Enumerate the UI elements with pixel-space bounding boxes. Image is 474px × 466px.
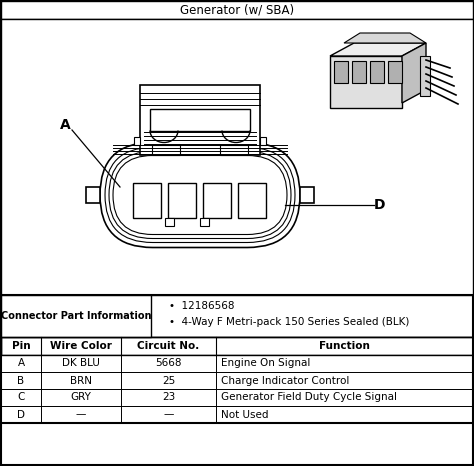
Bar xyxy=(1,295,473,337)
Text: B: B xyxy=(18,376,25,385)
Text: Pin: Pin xyxy=(12,341,30,351)
Text: Generator (w/ SBA): Generator (w/ SBA) xyxy=(180,4,294,16)
Bar xyxy=(330,56,402,108)
FancyBboxPatch shape xyxy=(113,156,287,234)
Text: —: — xyxy=(164,410,173,419)
Text: A: A xyxy=(60,118,70,132)
Text: Function: Function xyxy=(319,341,370,351)
Text: D: D xyxy=(374,198,386,212)
Bar xyxy=(370,61,384,83)
Polygon shape xyxy=(344,33,426,43)
Bar xyxy=(352,61,366,83)
Polygon shape xyxy=(402,43,426,103)
Text: •  12186568: • 12186568 xyxy=(169,301,235,311)
Bar xyxy=(388,61,402,83)
Text: 5668: 5668 xyxy=(155,358,182,369)
Bar xyxy=(200,218,209,226)
Bar xyxy=(420,56,430,96)
Bar xyxy=(1,295,151,337)
Text: Generator Field Duty Cycle Signal: Generator Field Duty Cycle Signal xyxy=(221,392,397,403)
FancyBboxPatch shape xyxy=(100,143,300,247)
Bar xyxy=(165,218,174,226)
Text: GRY: GRY xyxy=(71,392,91,403)
Text: 23: 23 xyxy=(162,392,175,403)
FancyBboxPatch shape xyxy=(105,148,295,242)
Bar xyxy=(1,295,473,423)
Bar xyxy=(334,61,348,83)
Polygon shape xyxy=(330,43,426,56)
Text: DK BLU: DK BLU xyxy=(62,358,100,369)
Text: Circuit No.: Circuit No. xyxy=(137,341,200,351)
Text: Connector Part Information: Connector Part Information xyxy=(1,311,151,321)
Bar xyxy=(1,337,473,355)
Bar xyxy=(203,183,231,218)
Text: A: A xyxy=(18,358,25,369)
Text: BRN: BRN xyxy=(70,376,92,385)
Bar xyxy=(86,187,100,203)
FancyBboxPatch shape xyxy=(109,151,291,239)
Bar xyxy=(1,19,473,295)
Bar xyxy=(150,109,250,130)
Bar xyxy=(1,337,473,355)
Text: 25: 25 xyxy=(162,376,175,385)
Text: D: D xyxy=(17,410,25,419)
Bar xyxy=(1,372,473,389)
Bar xyxy=(1,1,473,19)
Bar xyxy=(134,137,140,144)
Bar xyxy=(134,183,162,218)
Bar xyxy=(1,389,473,406)
Text: —: — xyxy=(76,410,86,419)
Text: C: C xyxy=(18,392,25,403)
Bar xyxy=(1,355,473,372)
Bar xyxy=(300,187,314,203)
Bar xyxy=(238,183,266,218)
Bar xyxy=(152,144,180,155)
Text: •  4-Way F Metri-pack 150 Series Sealed (BLK): • 4-Way F Metri-pack 150 Series Sealed (… xyxy=(169,317,410,327)
Text: Engine On Signal: Engine On Signal xyxy=(221,358,310,369)
Bar xyxy=(220,144,248,155)
Bar xyxy=(168,183,197,218)
Bar xyxy=(140,84,260,155)
Text: Not Used: Not Used xyxy=(221,410,268,419)
Bar xyxy=(1,406,473,423)
Text: Wire Color: Wire Color xyxy=(50,341,112,351)
Text: Charge Indicator Control: Charge Indicator Control xyxy=(221,376,349,385)
Bar xyxy=(260,137,266,144)
